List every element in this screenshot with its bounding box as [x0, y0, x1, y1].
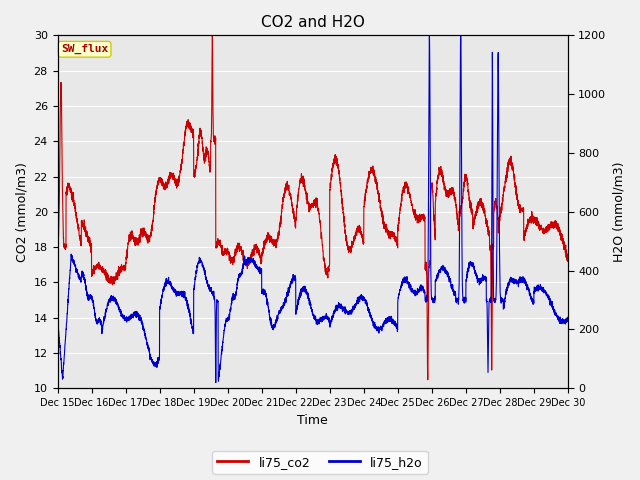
li75_co2 [272, 238, 280, 244]
li75_co2 [524, 224, 531, 230]
li75_h2o [426, 33, 433, 38]
li75_co2 [209, 33, 216, 38]
li75_h2o [548, 305, 556, 311]
li75_h2o [272, 318, 280, 324]
li75_h2o [424, 211, 432, 217]
li75_co2 [564, 254, 572, 260]
li75_co2 [424, 377, 431, 383]
li75_h2o [564, 314, 572, 320]
li75_co2 [268, 238, 276, 244]
li75_co2 [296, 180, 304, 185]
li75_h2o [54, 316, 61, 322]
li75_h2o [524, 284, 531, 289]
X-axis label: Time: Time [298, 414, 328, 427]
li75_h2o [296, 294, 304, 300]
Y-axis label: H2O (mmol/m3): H2O (mmol/m3) [612, 162, 625, 262]
li75_h2o [268, 324, 276, 330]
Y-axis label: CO2 (mmol/m3): CO2 (mmol/m3) [15, 162, 28, 262]
Text: SW_flux: SW_flux [61, 44, 108, 54]
Line: li75_co2: li75_co2 [58, 36, 568, 380]
li75_h2o [212, 380, 220, 385]
Legend: li75_co2, li75_h2o: li75_co2, li75_h2o [212, 451, 428, 474]
li75_co2 [548, 225, 556, 230]
Title: CO2 and H2O: CO2 and H2O [260, 15, 365, 30]
li75_co2 [54, 242, 61, 248]
li75_co2 [425, 291, 433, 297]
Line: li75_h2o: li75_h2o [58, 36, 568, 383]
